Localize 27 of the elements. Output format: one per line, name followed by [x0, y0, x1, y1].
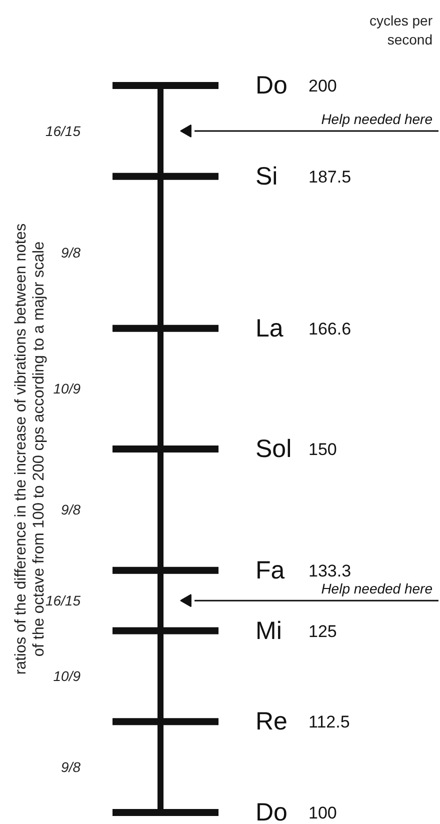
- text: cycles per second: [369, 12, 433, 48]
- data-label: 125: [308, 622, 337, 641]
- category-label: Sol: [256, 435, 292, 464]
- data-label: 187.5: [308, 167, 352, 186]
- text: 16/15: [45, 592, 81, 609]
- data-label: 166.6: [308, 319, 352, 338]
- text: 10/9: [53, 668, 81, 684]
- data-label: 133.3: [308, 561, 352, 580]
- category-label: Mi: [256, 616, 282, 645]
- category-label: Si: [256, 162, 278, 190]
- data-label: 150: [308, 440, 337, 460]
- text: 16/15: [45, 122, 81, 139]
- text: 10/9: [53, 380, 81, 397]
- category-label: Do: [256, 72, 288, 100]
- category-label: La: [256, 314, 284, 342]
- text: Help needed here: [321, 110, 433, 127]
- data-label: 100: [308, 804, 337, 823]
- text: 9/8: [61, 244, 81, 260]
- category-label: Re: [256, 708, 288, 736]
- category-label: Fa: [256, 556, 285, 584]
- text: 9/8: [61, 759, 81, 776]
- data-label: 112.5: [308, 712, 350, 732]
- data-label: 200: [308, 76, 337, 96]
- text: ratios of the difference in the increase of vibrations between notes of the octave from 100 to 200 cps according to a major scale: [12, 223, 48, 675]
- category-label: Do: [256, 798, 288, 824]
- text: 9/8: [61, 502, 81, 518]
- text: Help needed here: [321, 580, 433, 597]
